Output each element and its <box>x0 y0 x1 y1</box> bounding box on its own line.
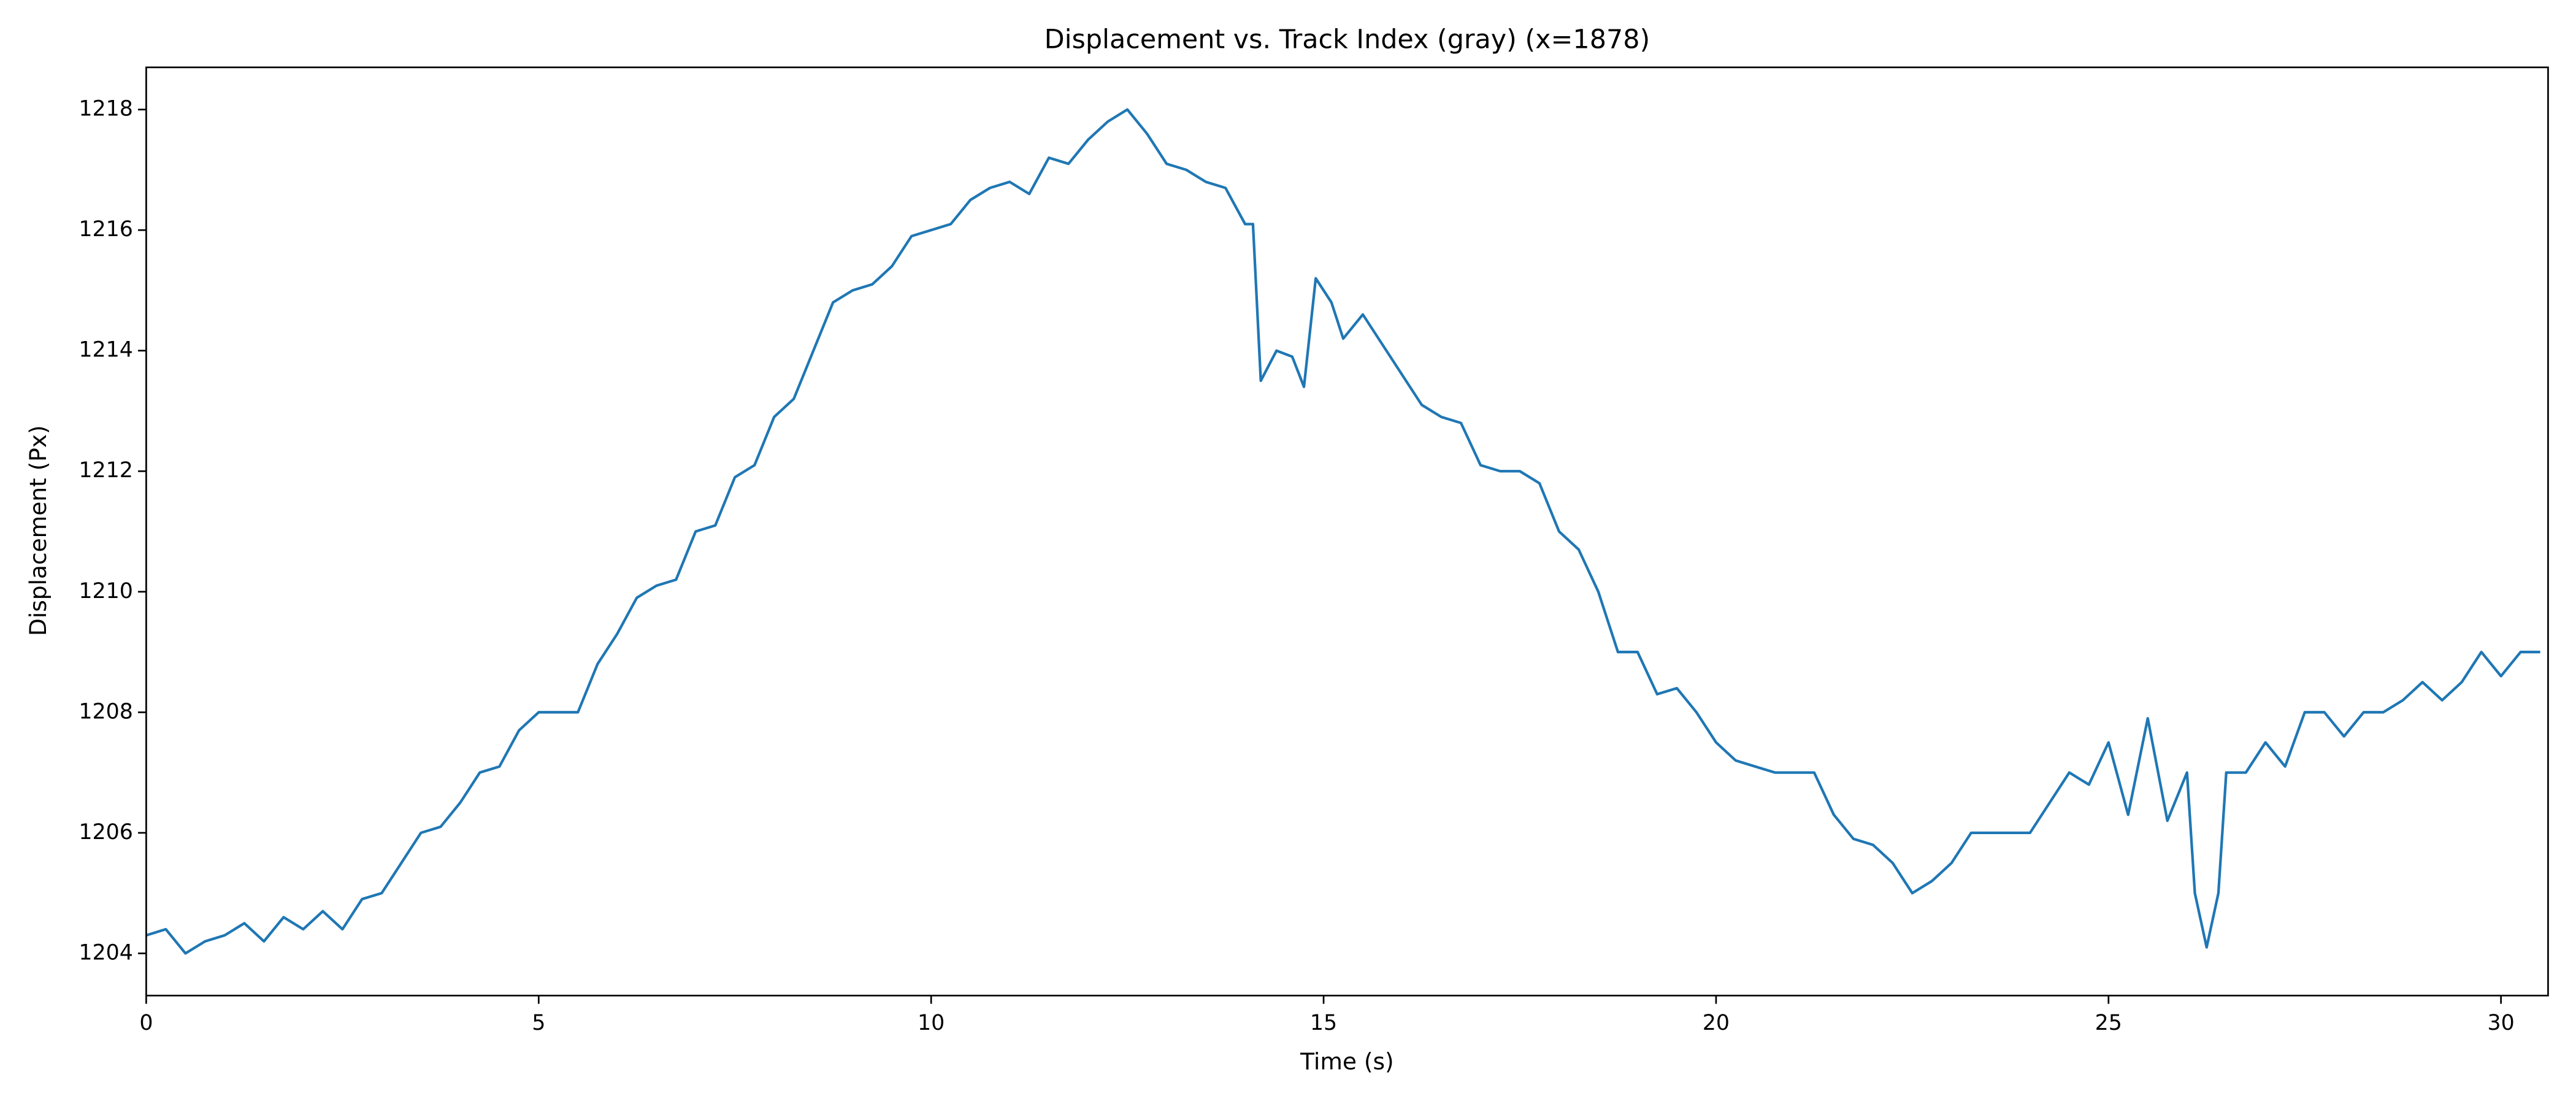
y-tick-label: 1208 <box>79 699 133 724</box>
x-tick-label: 15 <box>1310 1011 1337 1035</box>
x-tick-label: 0 <box>139 1011 153 1035</box>
y-tick-label: 1210 <box>79 579 133 604</box>
y-axis-label: Displacement (Px) <box>25 425 52 636</box>
y-tick-label: 1218 <box>79 97 133 121</box>
x-tick-label: 10 <box>918 1011 945 1035</box>
y-tick-label: 1214 <box>79 338 133 362</box>
x-tick-label: 5 <box>532 1011 545 1035</box>
x-axis-label: Time (s) <box>1300 1048 1394 1075</box>
data-line <box>146 108 2540 955</box>
plot-frame <box>145 66 2549 997</box>
y-tick-label: 1206 <box>79 820 133 845</box>
y-tick-label: 1216 <box>79 217 133 242</box>
x-tick-label: 30 <box>2488 1011 2515 1035</box>
x-tick-label: 20 <box>1703 1011 1730 1035</box>
chart-title: Displacement vs. Track Index (gray) (x=1… <box>1045 24 1650 55</box>
x-tick-label: 25 <box>2095 1011 2122 1035</box>
y-tick-label: 1204 <box>79 940 133 965</box>
y-tick-label: 1212 <box>79 458 133 483</box>
